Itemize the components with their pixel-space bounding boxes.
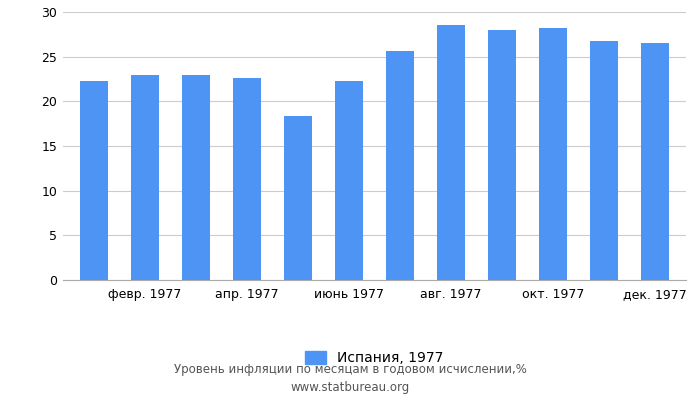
Bar	[386, 51, 414, 280]
Text: Уровень инфляции по месяцам в годовом исчислении,%: Уровень инфляции по месяцам в годовом ис…	[174, 364, 526, 376]
Bar	[488, 30, 516, 280]
Bar	[284, 116, 312, 280]
Bar	[539, 28, 567, 280]
Bar	[437, 24, 465, 280]
Text: www.statbureau.org: www.statbureau.org	[290, 381, 410, 394]
Bar	[590, 40, 618, 280]
Bar	[131, 76, 159, 280]
Legend: Испания, 1977: Испания, 1977	[300, 346, 449, 371]
Bar	[233, 78, 261, 280]
Bar	[641, 43, 669, 280]
Bar	[182, 74, 210, 280]
Bar	[335, 81, 363, 280]
Bar	[80, 81, 108, 280]
